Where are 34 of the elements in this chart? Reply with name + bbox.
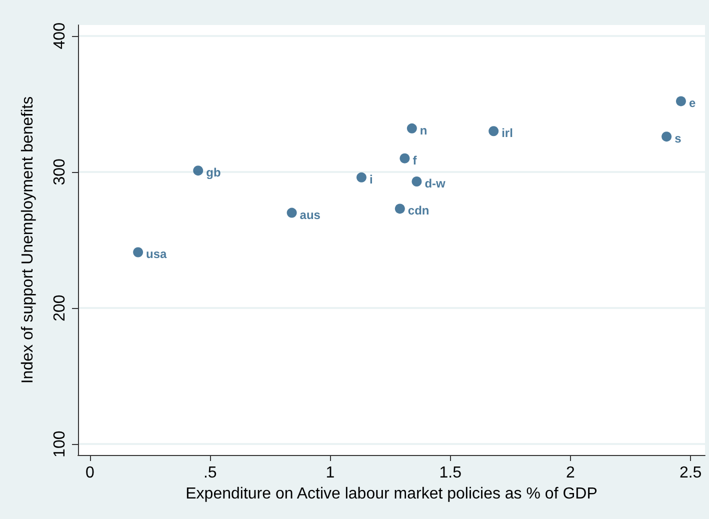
point xyxy=(286,208,297,218)
point xyxy=(412,176,422,186)
y-axis-title: Index of support Unemployment benefits xyxy=(20,96,36,384)
y-tick-label: 100 xyxy=(52,430,68,458)
annotation: i xyxy=(369,172,373,186)
x-tick-label: 2.5 xyxy=(679,464,702,482)
x-tick-label: 0 xyxy=(86,464,95,482)
point xyxy=(676,96,686,106)
annotation: usa xyxy=(146,247,168,262)
y-tick-label: 400 xyxy=(52,22,68,50)
annotation: e xyxy=(688,96,696,110)
x-tick-label: 1.5 xyxy=(439,464,462,482)
point xyxy=(662,132,672,142)
point xyxy=(406,123,417,134)
x-tick-label: 1 xyxy=(326,464,335,482)
y-tick-label: 300 xyxy=(52,158,68,186)
point xyxy=(193,166,204,176)
x-tick-label: .5 xyxy=(203,464,217,482)
annotation: irl xyxy=(502,126,513,140)
x-axis-title: Expenditure on Active labour market policies as % of GDP xyxy=(186,485,598,502)
annotation: gb xyxy=(206,166,221,180)
point xyxy=(488,126,499,136)
annotation: s xyxy=(674,132,682,146)
y-tick-label: 200 xyxy=(52,294,68,322)
point xyxy=(133,247,144,258)
point xyxy=(356,172,366,182)
point xyxy=(394,204,405,214)
annotation: aus xyxy=(300,208,321,222)
annotation: f xyxy=(412,153,418,168)
annotation: cdn xyxy=(408,204,430,218)
x-tick-label: 2 xyxy=(566,464,576,482)
point xyxy=(400,153,410,164)
annotation: d-w xyxy=(424,176,446,190)
annotation: n xyxy=(420,123,428,138)
